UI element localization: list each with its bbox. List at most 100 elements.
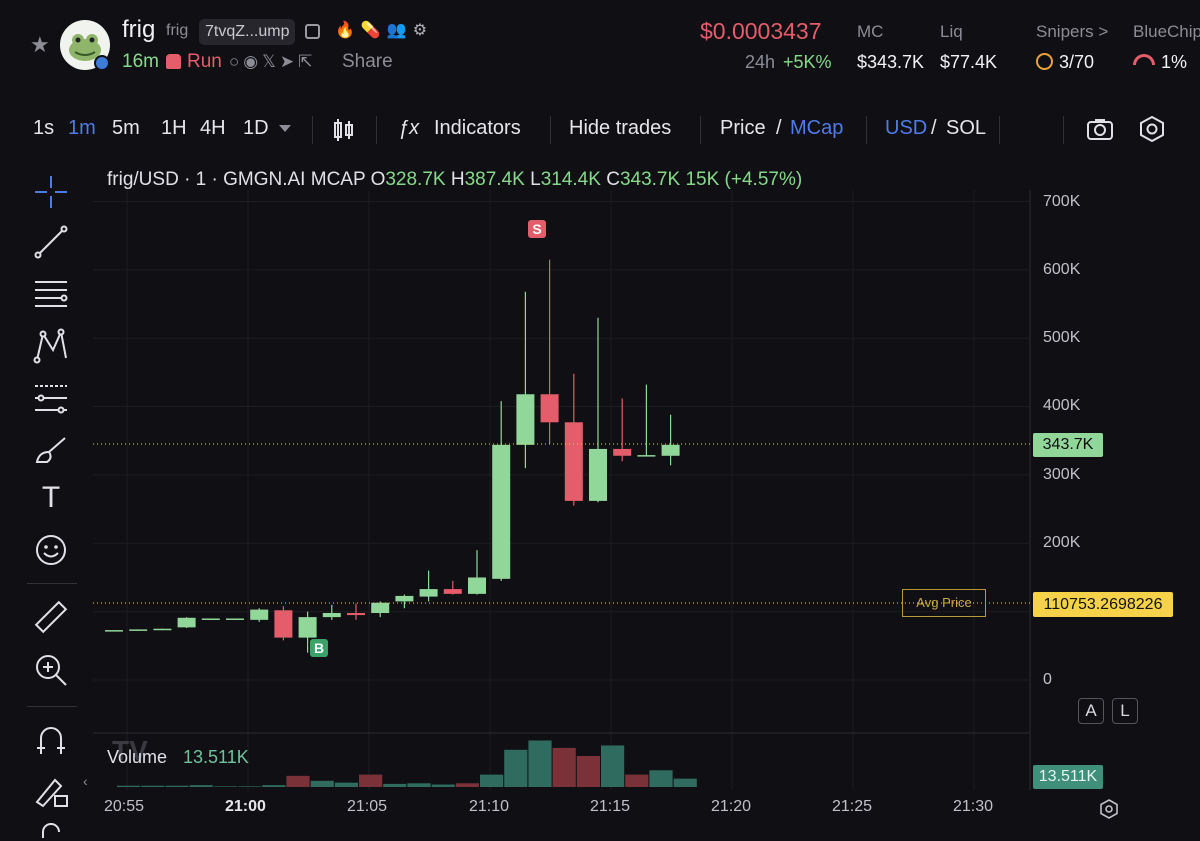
usd-toggle[interactable]: USD [885, 117, 928, 139]
legend-change: 15K (+4.57%) [685, 169, 803, 190]
y-tick-0: 0 [1043, 671, 1052, 688]
change-period: 24h [745, 52, 776, 72]
y-tick-300k: 300K [1043, 466, 1081, 483]
projection-icon[interactable] [33, 380, 69, 416]
sell-marker[interactable]: S [528, 220, 546, 238]
volume-bar [359, 774, 383, 787]
ruler-icon[interactable] [33, 600, 69, 636]
interval-1d[interactable]: 1D [243, 117, 269, 139]
candle-body [540, 394, 559, 423]
snipers-target-icon [1036, 53, 1053, 70]
toolbar-divider [1063, 116, 1064, 144]
interval-5m[interactable]: 5m [112, 117, 140, 139]
copy-icon[interactable] [305, 24, 320, 39]
interval-1s[interactable]: 1s [33, 117, 55, 139]
chart-grid [93, 190, 1031, 790]
candle-body [105, 630, 123, 632]
slash: / [931, 117, 937, 139]
interval-1h[interactable]: 1H [161, 117, 187, 139]
candle-body [419, 589, 438, 597]
interval-1m[interactable]: 1m [68, 117, 96, 139]
social-links: ○◉𝕏➤⇱ [229, 52, 316, 72]
legend-pair: frig/USD · 1 · GMGN.AI MCAP [107, 169, 366, 190]
stat-bluechip-label: BlueChip [1133, 22, 1200, 41]
sol-toggle[interactable]: SOL [946, 117, 987, 139]
unlock-icon[interactable] [33, 822, 69, 841]
camera-icon[interactable] [1086, 117, 1114, 141]
x-icon[interactable]: 𝕏 [262, 52, 280, 71]
chart-settings-icon[interactable] [1098, 798, 1120, 820]
legend-c-value: 343.7K [619, 169, 681, 190]
volume-bar [310, 780, 334, 787]
volume-bar [286, 775, 310, 787]
volume-bar [625, 774, 649, 787]
token-age: 16m [122, 51, 159, 72]
toolbar-divider [866, 116, 867, 144]
fx-icon[interactable]: ƒx [398, 117, 420, 139]
mcap-toggle[interactable]: MCap [790, 117, 844, 139]
holders-icon: 👥 [386, 22, 413, 39]
emoji-icon[interactable] [33, 532, 69, 568]
tradingview-logo: TV [112, 735, 148, 766]
toolbar-divider [312, 116, 313, 144]
magnet-icon[interactable] [33, 722, 69, 758]
x-tick-2115: 21:15 [590, 798, 631, 815]
volume-bar [552, 747, 576, 787]
price-toggle[interactable]: Price [720, 117, 766, 139]
indicators-button[interactable]: Indicators [434, 117, 521, 139]
toolbar-divider [376, 116, 377, 144]
candle-body [177, 617, 196, 628]
share-button[interactable]: Share [342, 51, 393, 72]
x-tick-2125: 21:25 [832, 798, 873, 815]
legend-c-label: C [606, 169, 620, 190]
candle-body [298, 617, 317, 638]
stat-bluechip-value: 1% [1161, 52, 1188, 72]
trend-line-icon[interactable] [33, 224, 69, 260]
token-address[interactable]: 7tvqZ...ump [199, 19, 296, 45]
hide-trades-button[interactable]: Hide trades [569, 117, 672, 139]
interval-4h[interactable]: 4H [200, 117, 226, 139]
buy-marker[interactable]: B [310, 639, 328, 657]
stat-liq-value: $77.4K [940, 52, 998, 72]
share-icon[interactable]: ⇱ [298, 52, 317, 71]
zoom-in-icon[interactable] [33, 652, 69, 688]
chart-legend: frig/USD · 1 · GMGN.AI MCAP O328.7K H387… [107, 169, 802, 191]
candle-body [347, 613, 365, 616]
pattern-icon[interactable] [33, 328, 69, 364]
pill-icon: 💊 [360, 22, 387, 39]
candles-icon[interactable] [332, 117, 356, 143]
candle-body [468, 577, 486, 594]
candle-body [226, 618, 244, 620]
token-name: frig [122, 16, 156, 43]
favorite-star-icon[interactable]: ★ [30, 32, 50, 57]
legend-o-value: 328.7K [385, 169, 446, 190]
scroll-left-icon[interactable]: ‹ [83, 773, 88, 789]
volume-bar [407, 783, 431, 787]
crosshair-icon[interactable] [33, 174, 69, 210]
log-scale-button[interactable]: L [1112, 698, 1138, 724]
avg-price-tag: 110753.2698226 [1033, 592, 1173, 617]
lock-drawing-icon[interactable] [33, 772, 69, 808]
fib-retracement-icon[interactable] [33, 276, 69, 312]
volume-bar [431, 784, 455, 787]
volume-bars [117, 740, 697, 787]
settings-icon[interactable] [1138, 115, 1166, 143]
brush-icon[interactable] [33, 432, 69, 468]
auto-scale-button[interactable]: A [1078, 698, 1104, 724]
platform-badge-icon [94, 55, 110, 71]
website-icon[interactable]: ◉ [243, 52, 263, 71]
slash: / [776, 117, 782, 139]
token-price: $0.0003437 [700, 18, 822, 44]
stat-snipers-label[interactable]: Snipers > [1036, 22, 1109, 41]
volume-bar [141, 785, 165, 787]
y-tick-200k: 200K [1043, 534, 1081, 551]
volume-bar [528, 740, 552, 787]
search-icon[interactable]: ○ [229, 52, 244, 71]
interval-dropdown-icon[interactable] [279, 125, 291, 132]
candle-body [637, 455, 656, 457]
gauge-icon [1133, 54, 1155, 65]
text-tool-icon[interactable]: T [41, 481, 61, 514]
telegram-icon[interactable]: ➤ [279, 52, 299, 71]
run-icon [166, 54, 181, 69]
